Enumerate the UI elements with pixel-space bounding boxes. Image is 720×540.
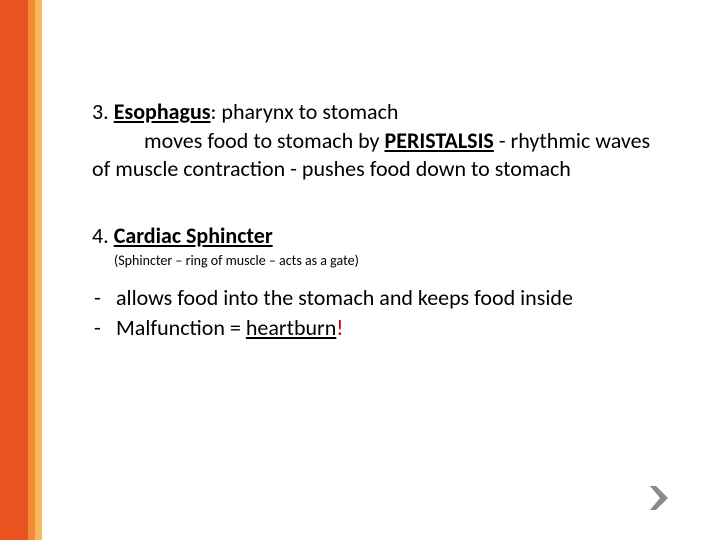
bullet-dash: -	[92, 313, 116, 343]
bullet2-pre: Malfunction =	[116, 314, 246, 341]
item3-line2-lead: moves food to stomach by	[92, 127, 385, 154]
accent-stripe-1	[0, 0, 28, 540]
list-item-4-heading: 4. Cardiac Sphincter	[92, 222, 652, 251]
item4-number: 4.	[92, 222, 109, 249]
item3-keyword: PERISTALSIS	[385, 127, 494, 154]
chevron-right-icon	[648, 484, 670, 512]
item4-bullets: - allows food into the stomach and keeps…	[92, 283, 652, 342]
accent-stripe-2	[28, 0, 35, 540]
bullet2-punct: !	[336, 314, 343, 341]
bullet2-underlined: heartburn	[246, 314, 336, 341]
bullet-dash: -	[92, 283, 116, 313]
item4-term: Cardiac Sphincter	[114, 222, 273, 249]
list-item: - Malfunction = heartburn!	[92, 313, 652, 343]
slide-content: 3. Esophagus: pharynx to stomach moves f…	[92, 98, 652, 343]
item3-number: 3.	[92, 98, 109, 125]
list-item-3: 3. Esophagus: pharynx to stomach moves f…	[92, 98, 652, 184]
bullet-text-2: Malfunction = heartburn!	[116, 313, 652, 343]
bullet-text-1: allows food into the stomach and keeps f…	[116, 283, 652, 313]
left-accent-bar	[0, 0, 42, 540]
item4-subnote: (Sphincter – ring of muscle – acts as a …	[92, 252, 652, 269]
accent-stripe-3	[35, 0, 42, 540]
item3-after-term: : pharynx to stomach	[211, 98, 399, 125]
chevron-path	[650, 486, 668, 510]
item3-term: Esophagus	[114, 98, 211, 125]
list-item: - allows food into the stomach and keeps…	[92, 283, 652, 313]
